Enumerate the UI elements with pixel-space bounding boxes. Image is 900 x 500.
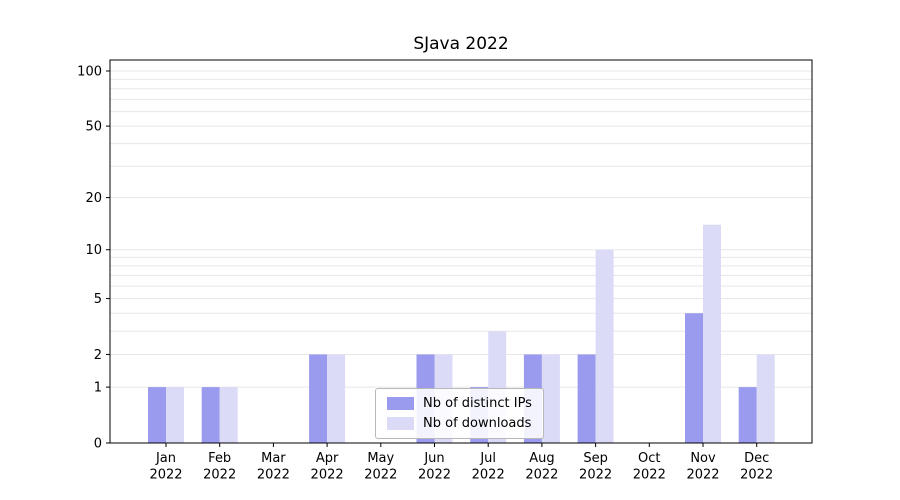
legend-swatch-distinct-ips (387, 397, 414, 410)
x-tick-label: Dec 2022 (740, 451, 773, 483)
y-tick-label: 2 (94, 348, 102, 363)
x-tick-label: Jul 2022 (472, 451, 505, 483)
y-tick-label: 1 (94, 381, 102, 396)
bar-series0-month11 (738, 387, 757, 443)
bar-series0-month3 (309, 354, 328, 443)
legend: Nb of distinct IPs Nb of downloads (375, 388, 544, 439)
y-tick-label: 100 (77, 64, 102, 79)
chart-title: SJava 2022 (413, 34, 509, 54)
bar-series0-month10 (685, 313, 703, 443)
y-tick-label: 0 (94, 437, 102, 452)
plot-border (109, 59, 813, 444)
x-tick-label: Mar 2022 (257, 451, 290, 483)
bar-series0-month8 (577, 354, 596, 443)
y-tick-label: 10 (85, 243, 102, 258)
legend-swatch-downloads (387, 417, 414, 430)
bar-series0-month1 (201, 387, 220, 443)
x-tick-label: Apr 2022 (311, 451, 344, 483)
legend-item-downloads: Nb of downloads (387, 416, 532, 431)
y-tick-label: 5 (94, 292, 102, 307)
bar-series1-month7 (541, 354, 560, 443)
x-tick-label: Jun 2022 (418, 451, 451, 483)
bar-series1-month11 (756, 354, 775, 443)
bar-series0-month0 (148, 387, 166, 443)
x-tick-label: May 2022 (364, 451, 397, 483)
x-tick-label: Aug 2022 (525, 451, 558, 483)
x-tick-label: Feb 2022 (203, 451, 236, 483)
legend-label-downloads: Nb of downloads (423, 416, 532, 431)
x-tick-label: Nov 2022 (686, 451, 719, 483)
x-tick-label: Jan 2022 (149, 451, 182, 483)
legend-label-distinct-ips: Nb of distinct IPs (423, 396, 532, 411)
x-tick-label: Oct 2022 (633, 451, 666, 483)
y-tick-label: 50 (85, 120, 102, 135)
bar-series1-month10 (703, 224, 721, 443)
y-tick-label: 20 (85, 191, 102, 206)
bar-series1-month1 (219, 387, 238, 443)
bar-series1-month0 (166, 387, 184, 443)
bar-series1-month8 (595, 249, 614, 443)
bar-series1-month3 (327, 354, 346, 443)
legend-item-distinct-ips: Nb of distinct IPs (387, 396, 532, 411)
x-tick-label: Sep 2022 (579, 451, 612, 483)
